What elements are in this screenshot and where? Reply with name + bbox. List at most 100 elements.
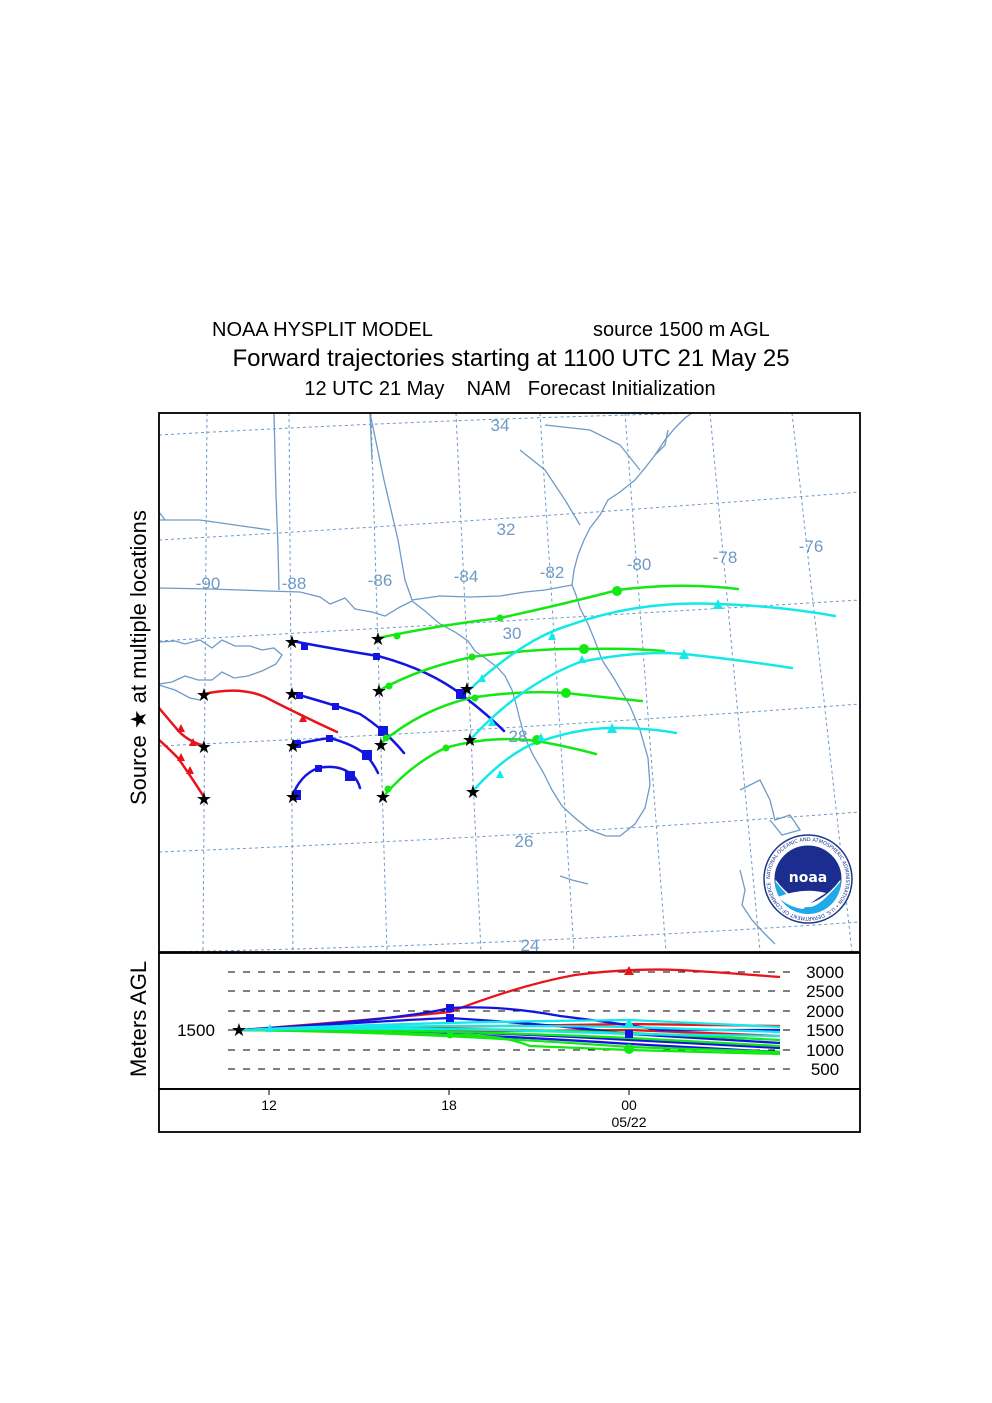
source-star: ★: [284, 684, 300, 705]
altitude-level: 3000: [806, 963, 844, 982]
source-star: ★: [196, 737, 212, 758]
time-tick: 00: [621, 1097, 637, 1113]
trajectory-markers: ★ ★ ★ ★ ★ ★ ★ ★ ★ ★ ★ ★ ★ ★: [177, 586, 723, 810]
gulf-coastline: [159, 584, 651, 837]
lat-label: 30: [503, 624, 522, 643]
ga-fl-border: [411, 584, 573, 601]
red-marker: [177, 753, 185, 761]
noaa-logo: noaa NATIONAL OCEANIC AND ATMOSPHERIC AD…: [763, 834, 853, 924]
source-star: ★: [284, 632, 300, 653]
altitude-level: 2500: [806, 982, 844, 1001]
blue-marker: [315, 765, 322, 772]
time-tick: 18: [441, 1097, 457, 1113]
blue-marker: [345, 771, 355, 781]
source-star: ★: [371, 681, 387, 702]
red-marker: [299, 714, 307, 722]
map-frame: [158, 412, 861, 953]
altitude-green-2: [239, 1028, 781, 1054]
lon-line-90: [202, 413, 208, 952]
lon-label: -88: [282, 574, 307, 593]
blue-marker: [373, 653, 380, 660]
noaa-logo-text: noaa: [789, 870, 827, 886]
louisiana-shore: [159, 684, 201, 701]
altitude-level: 1000: [806, 1041, 844, 1060]
cyan-marker: [478, 674, 486, 682]
lat-label: 34: [491, 416, 510, 435]
cyan-marker: [713, 599, 723, 609]
nc-sc-border: [544, 424, 641, 471]
time-axis-panel: 12 18 00 05/22: [158, 1088, 861, 1133]
source-star: ★: [370, 629, 386, 650]
altitude-markers: ★: [231, 966, 634, 1054]
lon-label: -76: [799, 537, 824, 556]
source-star: ★: [375, 787, 391, 808]
title-model: NOAA HYSPLIT MODEL: [212, 319, 433, 341]
lon-line-80: [624, 413, 667, 952]
trajectory-red-3: [159, 738, 206, 799]
altitude-level: 500: [811, 1060, 839, 1079]
lon-label: -84: [454, 567, 479, 586]
lon-label: -82: [540, 563, 565, 582]
blue-marker: [293, 740, 301, 748]
source-star: ★: [196, 685, 212, 706]
blue-marker: [296, 692, 303, 699]
source-star: ★: [373, 735, 389, 756]
altitude-panel: ★ 3000 2500 2000 1500 1000 500 1500: [158, 952, 861, 1090]
trajectory-blue-1: [290, 639, 506, 733]
green-marker: [442, 744, 450, 752]
al-ga-border: [369, 413, 413, 601]
al-west-border: [369, 413, 373, 461]
cyan-marker: [679, 649, 689, 659]
green-marker: [384, 785, 392, 793]
start-star: ★: [231, 1020, 247, 1041]
coastlines-and-borders: [159, 413, 846, 945]
source-star: ★: [196, 789, 212, 810]
map-panel: ★ ★ ★ ★ ★ ★ ★ ★ ★ ★ ★ ★ ★ ★ 34: [158, 412, 861, 955]
atlantic-coastline: [571, 413, 693, 586]
meters-side-label: Meters AGL: [126, 961, 151, 1077]
green-marker: [393, 632, 401, 640]
title-main: Forward trajectories starting at 1100 UT…: [232, 345, 789, 372]
source-star: ★: [285, 787, 301, 808]
blue-marker: [301, 643, 308, 650]
pamlico-sound: [654, 429, 669, 456]
la-ms-border: [159, 519, 271, 531]
lon-label: -78: [713, 548, 738, 567]
trajectory-green-3: [378, 690, 644, 746]
altitude-level-labels: 3000 2500 2000 1500 1000 500 1500: [177, 963, 844, 1079]
lat-line-32: [159, 491, 860, 541]
source-star: ★: [285, 736, 301, 757]
source-star: ★: [462, 730, 478, 751]
green-marker: [579, 644, 589, 654]
lat-line-26: [159, 811, 860, 853]
ar-la-border: [159, 511, 166, 521]
red-marker: [189, 738, 197, 746]
source-side-label: Source ★ at multiple locations: [126, 510, 151, 805]
lat-label: 32: [497, 520, 516, 539]
blue-marker: [456, 689, 466, 699]
louisiana-delta: [159, 639, 283, 685]
trajectory-blue-4: [290, 765, 362, 799]
lon-line-82: [539, 413, 575, 952]
cyan-marker: [488, 718, 496, 726]
altitude-level: 2000: [806, 1002, 844, 1021]
green-marker: [561, 688, 571, 698]
trajectory-cyan-1: [462, 602, 837, 697]
green-marker: [382, 734, 390, 742]
red-marker: [177, 724, 185, 732]
source-star: ★: [465, 782, 481, 803]
lon-line-78: [709, 413, 761, 952]
cyan-marker: [607, 723, 617, 733]
blue-marker: [332, 703, 339, 710]
blue-marker: [326, 735, 333, 742]
trajectory-red-1: [202, 689, 339, 734]
keys: [559, 875, 589, 885]
green-marker: [468, 653, 476, 661]
start-height-label: 1500: [177, 1021, 215, 1040]
trajectory-green-2: [378, 647, 666, 692]
graticule: [159, 413, 860, 952]
altitude-reference-lines: [228, 971, 792, 1070]
green-marker: [612, 586, 622, 596]
altitude-cyan-3: [239, 1027, 781, 1038]
